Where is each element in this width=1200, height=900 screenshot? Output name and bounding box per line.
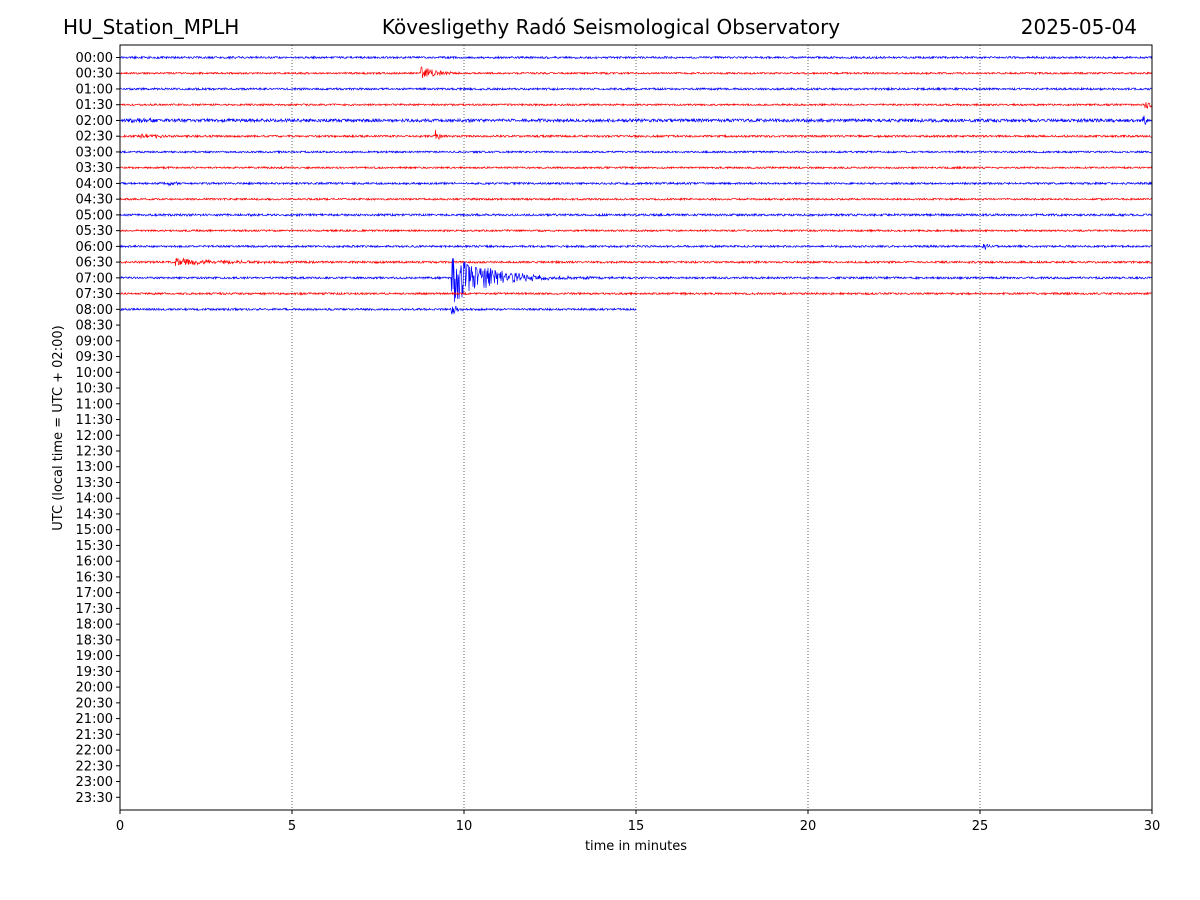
y-tick-label-19:00: 19:00	[76, 649, 113, 664]
y-tick-label-07:00: 07:00	[76, 271, 113, 286]
y-tick-label-02:00: 02:00	[76, 114, 113, 129]
y-tick-label-15:00: 15:00	[76, 523, 113, 538]
trace-0600	[119, 243, 1153, 250]
y-tick-label-12:30: 12:30	[76, 445, 113, 460]
trace-0200	[119, 115, 1153, 126]
trace-0400	[119, 181, 1153, 187]
y-tick-label-04:00: 04:00	[76, 177, 113, 192]
y-tick-label-04:30: 04:30	[76, 193, 113, 208]
y-tick-label-17:00: 17:00	[76, 586, 113, 601]
y-tick-label-14:00: 14:00	[76, 492, 113, 507]
y-tick-label-03:00: 03:00	[76, 145, 113, 160]
x-axis: 0 5 10 15 20 25 30	[116, 810, 1160, 834]
trace-0530	[119, 228, 1153, 233]
y-tick-label-19:30: 19:30	[76, 665, 113, 680]
y-tick-label-06:30: 06:30	[76, 256, 113, 271]
station-title: HU_Station_MPLH	[63, 15, 240, 39]
x-tick-label-0: 0	[116, 819, 124, 834]
y-tick-label-11:30: 11:30	[76, 413, 113, 428]
x-tick-label-25: 25	[972, 819, 989, 834]
x-axis-label: time in minutes	[585, 839, 687, 854]
y-tick-label-07:30: 07:30	[76, 287, 113, 302]
y-tick-label-00:00: 00:00	[76, 51, 113, 66]
y-tick-label-02:30: 02:30	[76, 130, 113, 145]
grid-layer	[291, 45, 981, 810]
y-tick-label-12:00: 12:00	[76, 429, 113, 444]
y-tick-label-22:00: 22:00	[76, 744, 113, 759]
y-tick-label-16:30: 16:30	[76, 570, 113, 585]
y-tick-label-00:30: 00:30	[76, 67, 113, 82]
trace-0300	[119, 149, 1153, 154]
trace-0800	[119, 305, 637, 315]
trace-0500	[119, 212, 1153, 218]
y-tick-label-13:00: 13:00	[76, 460, 113, 475]
y-tick-label-14:30: 14:30	[76, 507, 113, 522]
x-tick-label-15: 15	[628, 819, 645, 834]
y-tick-label-08:00: 08:00	[76, 303, 113, 318]
y-tick-label-01:30: 01:30	[76, 98, 113, 113]
y-tick-label-22:30: 22:30	[76, 759, 113, 774]
x-tick-label-10: 10	[456, 819, 473, 834]
trace-0030	[119, 66, 1153, 79]
y-tick-label-11:00: 11:00	[76, 397, 113, 412]
trace-0630	[120, 257, 1153, 266]
y-tick-label-18:30: 18:30	[76, 633, 113, 648]
y-tick-label-13:30: 13:30	[76, 476, 113, 491]
y-tick-label-20:30: 20:30	[76, 696, 113, 711]
y-tick-label-09:00: 09:00	[76, 334, 113, 349]
y-tick-label-18:00: 18:00	[76, 618, 113, 633]
x-tick-label-5: 5	[288, 819, 296, 834]
y-tick-label-21:30: 21:30	[76, 728, 113, 743]
y-tick-label-17:30: 17:30	[76, 602, 113, 617]
trace-0130	[119, 102, 1153, 110]
y-tick-label-05:30: 05:30	[76, 224, 113, 239]
y-tick-label-15:30: 15:30	[76, 539, 113, 554]
x-tick-label-20: 20	[800, 819, 817, 834]
trace-0330	[119, 165, 1153, 170]
trace-0430	[119, 197, 1153, 202]
observatory-title: Kövesligethy Radó Seismological Observat…	[381, 15, 841, 39]
y-tick-label-20:00: 20:00	[76, 681, 113, 696]
y-tick-label-01:00: 01:00	[76, 82, 113, 97]
y-tick-label-10:00: 10:00	[76, 366, 113, 381]
y-tick-label-05:00: 05:00	[76, 208, 113, 223]
y-tick-label-03:30: 03:30	[76, 161, 113, 176]
x-tick-label-30: 30	[1144, 819, 1161, 834]
y-axis: 00:0000:3001:0001:3002:0002:3003:0003:30…	[76, 51, 120, 806]
y-tick-label-21:00: 21:00	[76, 712, 113, 727]
trace-0700	[119, 258, 1153, 303]
trace-0230	[119, 129, 1153, 141]
y-tick-label-08:30: 08:30	[76, 319, 113, 334]
y-axis-label: UTC (local time = UTC + 02:00)	[51, 325, 66, 530]
y-tick-label-09:30: 09:30	[76, 350, 113, 365]
y-tick-label-16:00: 16:00	[76, 555, 113, 570]
trace-0730	[119, 291, 1153, 296]
trace-0000	[119, 55, 1153, 60]
y-tick-label-10:30: 10:30	[76, 382, 113, 397]
trace-0100	[119, 86, 1153, 92]
y-tick-label-23:30: 23:30	[76, 791, 113, 806]
y-tick-label-06:00: 06:00	[76, 240, 113, 255]
y-tick-label-23:00: 23:00	[76, 775, 113, 790]
trace-layer	[119, 55, 1153, 315]
date-title: 2025-05-04	[1020, 15, 1137, 39]
